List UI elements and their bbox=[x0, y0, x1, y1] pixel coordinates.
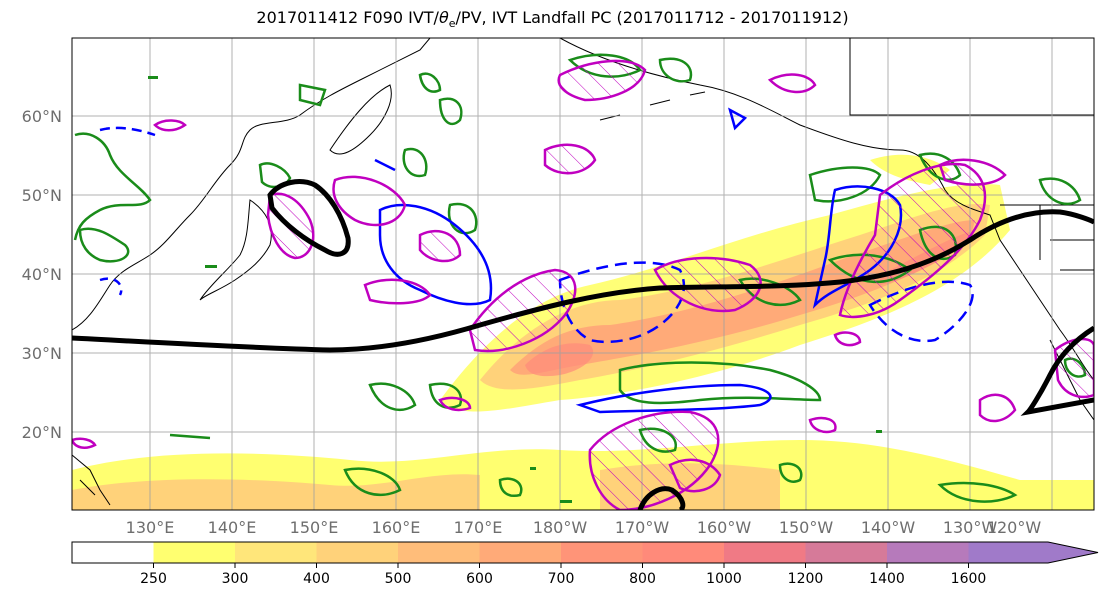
lat-label: 50°N bbox=[22, 186, 62, 205]
colorbar-extend-arrow bbox=[1048, 542, 1098, 563]
lon-label: 130°W bbox=[943, 518, 998, 537]
heavy-line-south bbox=[637, 486, 686, 510]
colorbar-label: 250 bbox=[140, 571, 167, 587]
alaska-coast bbox=[559, 38, 1094, 381]
colorbar-label: 1400 bbox=[869, 571, 905, 587]
colorbar-segment bbox=[398, 542, 480, 563]
colorbar-segment bbox=[887, 542, 969, 563]
heavy-black-contours bbox=[72, 179, 1094, 510]
heavy-line-east bbox=[1020, 325, 1094, 416]
colorbar: 250 300 400 500 600 700 800 1000 1200 1400 1600 bbox=[71, 541, 1099, 587]
lon-label: 170°W bbox=[615, 518, 670, 537]
colorbar-label: 600 bbox=[466, 571, 493, 587]
japan bbox=[199, 199, 272, 301]
colorbar-label: 1600 bbox=[951, 571, 987, 587]
colorbar-label: 300 bbox=[222, 571, 249, 587]
lon-label: 130°E bbox=[126, 518, 175, 537]
colorbar-segment bbox=[561, 542, 643, 563]
colorbar-label: 500 bbox=[385, 571, 412, 587]
asia-coast bbox=[72, 38, 431, 331]
kamchatka bbox=[329, 84, 392, 155]
colorbar-segment bbox=[805, 542, 888, 563]
figure-title: 2017011412 F090 IVT/θe/PV, IVT Landfall … bbox=[256, 8, 849, 31]
colorbar-outline bbox=[71, 541, 1099, 564]
heavy-line-loop-nw bbox=[267, 179, 351, 257]
lat-label: 30°N bbox=[22, 344, 62, 363]
colorbar-segment bbox=[72, 542, 154, 563]
map-frame bbox=[71, 37, 1095, 511]
lon-label: 160°E bbox=[372, 518, 421, 537]
lat-label: 60°N bbox=[22, 107, 62, 126]
gridlines bbox=[72, 38, 1094, 510]
lon-labels: 130°E 140°E 150°E 160°E 170°E 180°W 170°… bbox=[126, 518, 1042, 537]
colorbar-segment bbox=[316, 542, 399, 563]
colorbar-segment bbox=[235, 542, 317, 563]
colorbar-label: 800 bbox=[629, 571, 656, 587]
lon-label: 120°W bbox=[987, 518, 1042, 537]
lon-label: 140°W bbox=[861, 518, 916, 537]
colorbar-label: 1200 bbox=[788, 571, 824, 587]
lon-label: 150°W bbox=[779, 518, 834, 537]
colorbar-label: 400 bbox=[303, 571, 330, 587]
lon-label: 180°W bbox=[533, 518, 588, 537]
heavy-line-main bbox=[72, 209, 1094, 353]
lat-label: 40°N bbox=[22, 265, 62, 284]
colorbar-segment bbox=[642, 542, 725, 563]
contour-fragments bbox=[148, 76, 882, 503]
lat-label: 20°N bbox=[22, 423, 62, 442]
colorbar-segment bbox=[724, 542, 806, 563]
philippines bbox=[72, 454, 111, 506]
lon-label: 140°E bbox=[208, 518, 257, 537]
us-borders bbox=[849, 38, 1094, 271]
colorbar-segment bbox=[479, 542, 562, 563]
colorbar-segment bbox=[968, 542, 1051, 563]
theta-e-contours bbox=[73, 53, 1087, 503]
lon-label: 160°W bbox=[697, 518, 752, 537]
colorbar-label: 1000 bbox=[706, 571, 742, 587]
colorbar-label: 700 bbox=[548, 571, 575, 587]
colorbar-segment bbox=[153, 542, 236, 563]
lon-label: 170°E bbox=[454, 518, 503, 537]
lat-labels: 20°N 30°N 40°N 50°N 60°N bbox=[22, 107, 62, 442]
lon-label: 150°E bbox=[290, 518, 339, 537]
